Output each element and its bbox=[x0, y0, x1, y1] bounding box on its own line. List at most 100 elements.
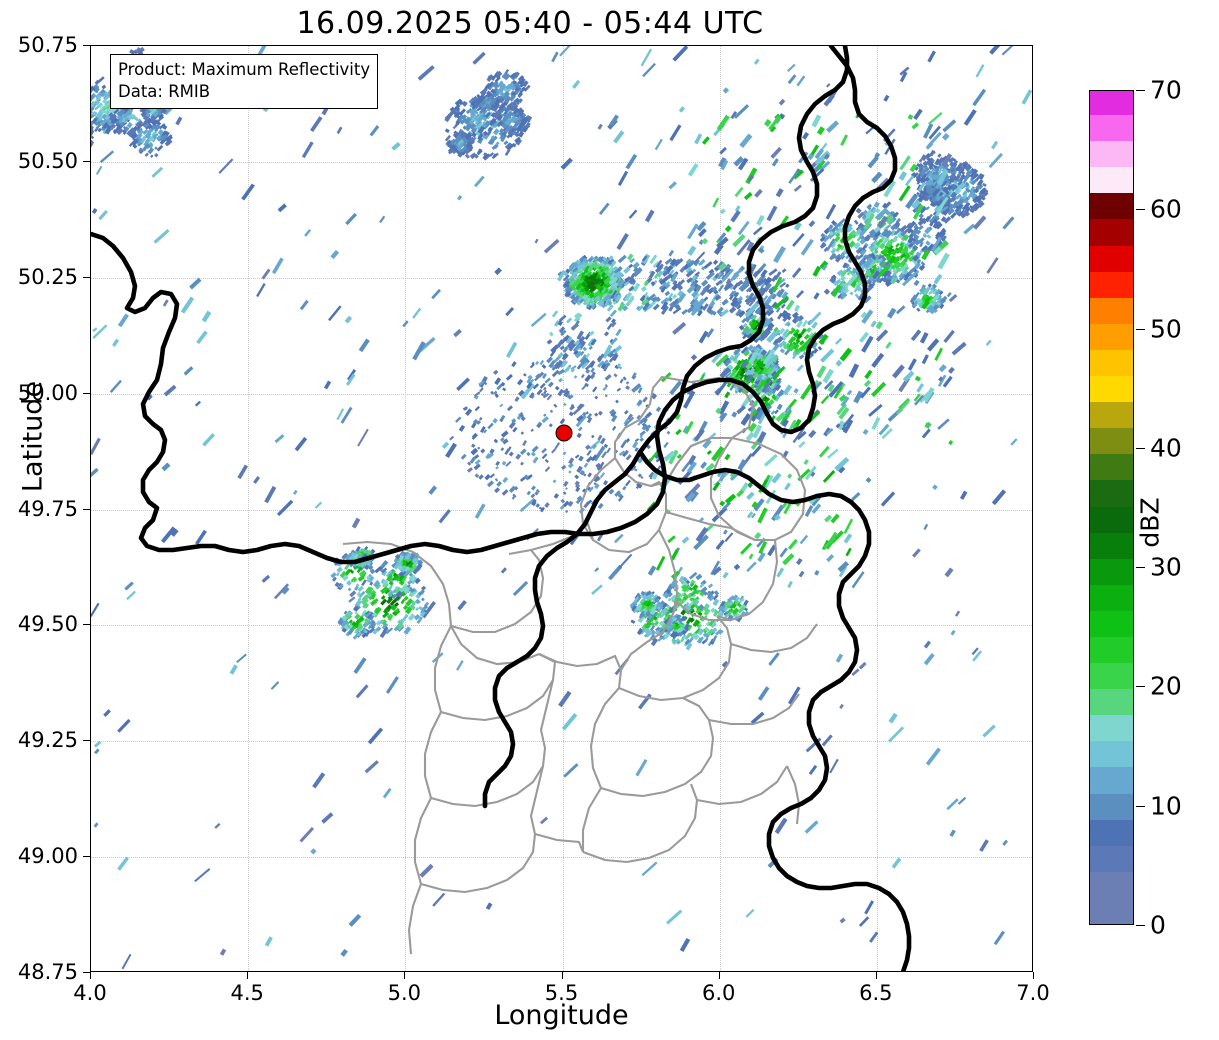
radar-echo bbox=[806, 327, 811, 332]
radar-echo bbox=[579, 469, 585, 476]
radar-echo bbox=[539, 382, 546, 389]
radar-echo bbox=[786, 63, 796, 73]
radar-echo bbox=[608, 276, 619, 286]
radar-echo bbox=[655, 296, 661, 303]
radar-echo bbox=[952, 203, 958, 209]
radar-echo bbox=[95, 165, 103, 175]
radar-echo bbox=[153, 123, 161, 132]
radar-echo bbox=[504, 91, 510, 97]
radar-echo bbox=[579, 358, 589, 367]
radar-echo bbox=[835, 653, 844, 663]
radar-echo bbox=[520, 431, 525, 435]
radar-echo bbox=[782, 328, 790, 337]
radar-echo bbox=[759, 286, 766, 292]
radar-echo bbox=[594, 567, 600, 573]
radar-echo bbox=[978, 201, 985, 208]
radar-echo bbox=[606, 304, 614, 312]
radar-echo bbox=[985, 339, 992, 346]
radar-echo bbox=[604, 294, 612, 301]
radar-echo bbox=[597, 353, 605, 363]
radar-echo bbox=[665, 604, 671, 609]
radar-echo bbox=[408, 552, 416, 560]
radar-echo bbox=[599, 472, 606, 479]
radar-echo bbox=[791, 353, 798, 360]
radar-echo bbox=[403, 570, 411, 578]
radar-echo bbox=[281, 586, 290, 595]
radar-echo bbox=[553, 320, 561, 327]
radar-echo bbox=[943, 329, 955, 343]
radar-echo bbox=[301, 141, 314, 159]
radar-echo bbox=[593, 445, 606, 462]
radar-echo bbox=[913, 165, 919, 171]
radar-echo bbox=[831, 242, 836, 248]
radar-echo bbox=[596, 533, 604, 542]
radar-echo bbox=[428, 485, 438, 495]
radar-echo bbox=[354, 611, 358, 615]
radar-echo bbox=[418, 605, 423, 611]
radar-echo bbox=[128, 128, 136, 137]
radar-echo bbox=[779, 282, 787, 288]
radar-echo bbox=[579, 261, 587, 269]
radar-echo bbox=[155, 135, 162, 141]
radar-echo bbox=[590, 454, 598, 462]
radar-echo bbox=[935, 167, 940, 172]
radar-echo bbox=[665, 265, 674, 273]
radar-echo bbox=[751, 373, 756, 378]
radar-echo bbox=[374, 566, 383, 574]
radar-echo bbox=[685, 269, 694, 278]
radar-echo bbox=[462, 125, 468, 131]
radar-echo bbox=[782, 312, 790, 320]
radar-echo bbox=[579, 255, 586, 263]
radar-echo bbox=[668, 181, 677, 190]
radar-echo bbox=[559, 418, 566, 425]
radar-echo bbox=[116, 127, 124, 136]
radar-echo bbox=[916, 383, 925, 393]
radar-echo bbox=[91, 85, 95, 93]
radar-echo bbox=[379, 629, 388, 639]
radar-echo bbox=[774, 409, 779, 415]
radar-echo bbox=[625, 153, 638, 170]
radar-echo bbox=[753, 346, 761, 354]
radar-echo bbox=[598, 286, 604, 292]
radar-echo bbox=[476, 93, 482, 100]
radar-echo bbox=[485, 452, 492, 460]
radar-echo bbox=[674, 614, 682, 622]
radar-echo bbox=[672, 298, 678, 306]
radar-echo bbox=[543, 389, 548, 395]
radar-echo bbox=[530, 394, 535, 400]
radar-echo bbox=[878, 260, 887, 268]
radar-echo bbox=[885, 215, 894, 224]
radar-echo bbox=[526, 382, 533, 389]
radar-echo bbox=[843, 419, 854, 434]
radar-echo bbox=[92, 327, 98, 332]
radar-echo bbox=[444, 128, 450, 134]
radar-echo bbox=[909, 228, 914, 234]
radar-echo bbox=[502, 438, 509, 445]
radar-echo bbox=[411, 600, 416, 605]
radar-echo bbox=[752, 372, 759, 380]
radar-echo bbox=[728, 294, 735, 301]
radar-echo bbox=[564, 334, 570, 342]
radar-echo bbox=[962, 173, 971, 182]
radar-echo bbox=[796, 333, 803, 339]
radar-echo bbox=[903, 263, 909, 268]
radar-echo bbox=[892, 211, 899, 219]
radar-echo bbox=[760, 269, 768, 278]
radar-echo bbox=[930, 172, 938, 180]
radar-echo bbox=[768, 268, 778, 277]
radar-echo bbox=[498, 130, 505, 137]
radar-echo bbox=[357, 615, 365, 624]
radar-echo bbox=[935, 159, 941, 165]
radar-echo bbox=[770, 382, 777, 390]
radar-echo bbox=[775, 306, 781, 313]
radar-echo bbox=[356, 625, 363, 632]
radar-echo bbox=[857, 211, 865, 219]
radar-echo bbox=[511, 418, 517, 424]
radar-echo bbox=[576, 414, 584, 422]
radar-echo bbox=[744, 368, 750, 374]
radar-echo bbox=[618, 450, 626, 456]
radar-echo bbox=[575, 496, 583, 505]
radar-echo bbox=[539, 816, 549, 825]
radar-echo bbox=[389, 569, 397, 576]
radar-echo bbox=[972, 650, 983, 662]
